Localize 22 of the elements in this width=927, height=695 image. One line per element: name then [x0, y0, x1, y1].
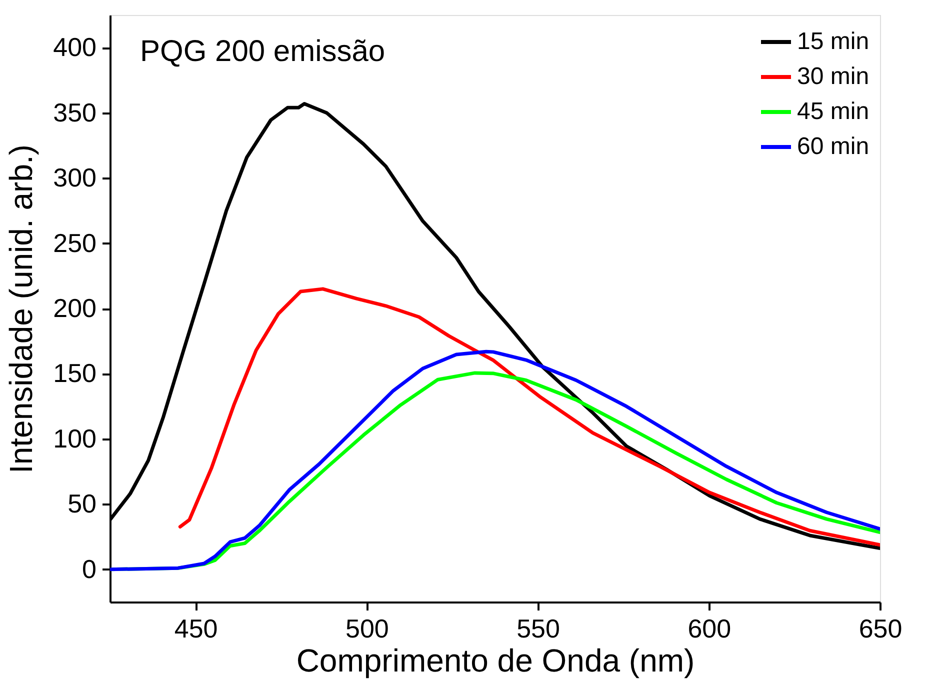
y-tick-label: 400 — [53, 32, 96, 62]
y-tick-label: 150 — [53, 358, 96, 388]
x-tick-label: 550 — [516, 614, 560, 644]
legend-label: 45 min — [797, 98, 870, 125]
x-tick-label: 600 — [688, 614, 732, 644]
legend-label: 15 min — [797, 28, 870, 55]
legend-label: 60 min — [797, 133, 870, 160]
line-series — [178, 287, 880, 547]
legend-label: 30 min — [797, 63, 870, 90]
x-axis-title: Comprimento de Onda (nm) — [296, 642, 695, 678]
y-tick-label: 250 — [53, 228, 96, 258]
y-axis-title: Intensidade (unid. arb.) — [3, 144, 40, 474]
x-tick-label: 500 — [345, 614, 389, 644]
x-tick-label: 450 — [174, 614, 218, 644]
annotation: PQG 200 emissão — [140, 35, 386, 68]
y-tick-label: 200 — [53, 293, 96, 323]
y-tick-label: 50 — [68, 488, 96, 519]
x-tick-label: 650 — [858, 614, 902, 644]
y-tick-label: 0 — [82, 554, 96, 584]
y-tick-label: 300 — [53, 162, 96, 193]
y-tick-label: 350 — [53, 97, 96, 128]
y-tick-label: 100 — [53, 423, 96, 454]
